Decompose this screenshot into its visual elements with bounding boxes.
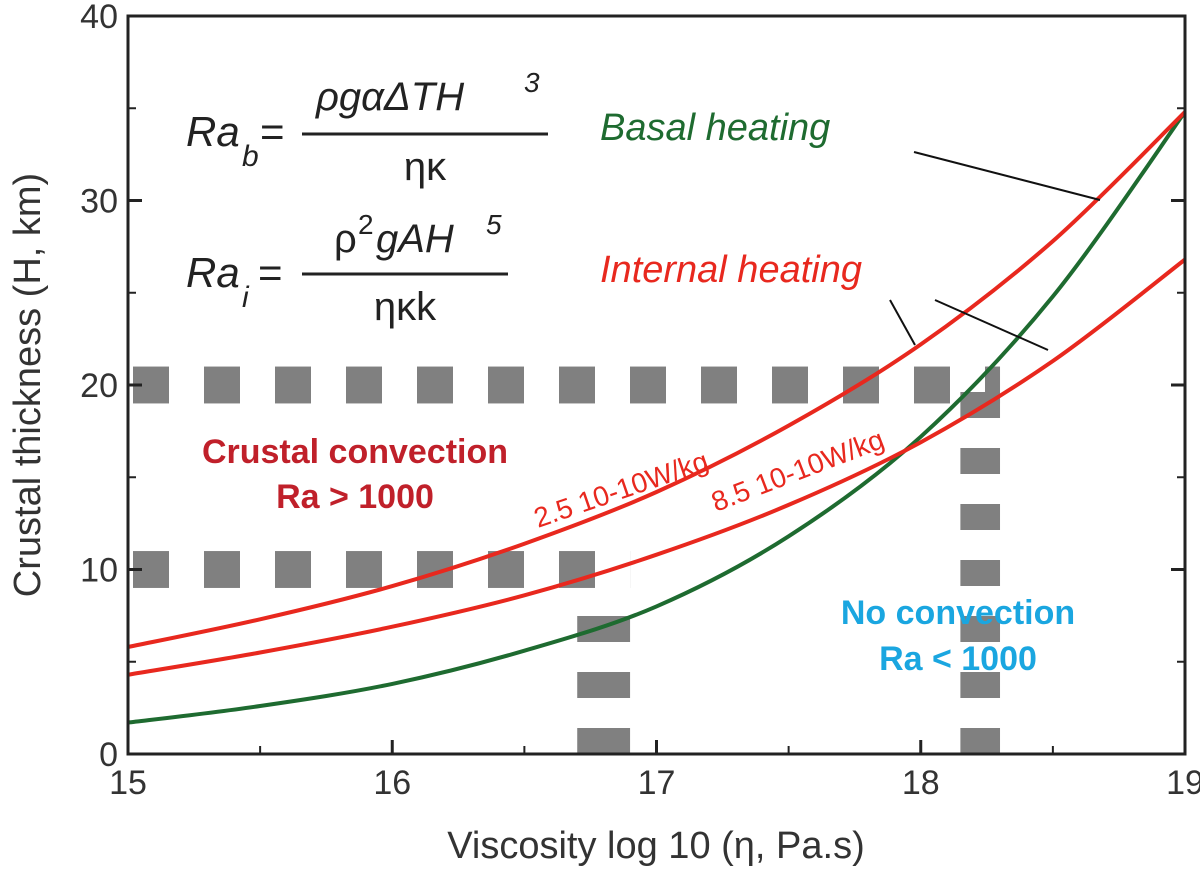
axis-ticks: 15 16 17 18 19 0 10 20 30 40	[80, 0, 1200, 802]
band-h-1-dash	[204, 366, 240, 404]
series-line-1	[127, 110, 1187, 649]
band-h-1-dash	[914, 366, 950, 404]
band-v-3-dash	[960, 728, 1001, 754]
x-tick-label: 18	[902, 764, 940, 802]
convection-region-ra: Ra > 1000	[276, 478, 434, 516]
band-h-0-dash	[204, 551, 240, 588]
eq-rab-denominator: ηκ	[404, 145, 447, 189]
band-v-3-dash	[960, 616, 1001, 642]
band-h-0-dash	[346, 551, 382, 588]
eq-rab-lhs: Ra	[186, 108, 240, 155]
band-h-0-dash	[488, 551, 524, 588]
curves	[127, 110, 1187, 725]
series-line-2	[127, 257, 1187, 677]
eq-rai-exponent: 5	[486, 209, 502, 240]
y-tick-label: 10	[80, 552, 118, 590]
eq-rab-numerator: ρgαΔTH	[315, 75, 464, 119]
internal-leader-line-lower	[934, 299, 1049, 351]
y-tick-label: 0	[99, 736, 118, 774]
band-h-1-dash	[488, 366, 524, 404]
y-axis-title: Crustal thickness (H, km)	[7, 173, 49, 597]
convection-region-title: Crustal convection	[202, 433, 508, 471]
eq-rab-exponent: 3	[524, 67, 540, 98]
y-tick-label: 30	[80, 183, 118, 221]
series-line-0	[127, 110, 1187, 725]
no-convection-region-title: No convection	[841, 594, 1075, 632]
band-h-1-dash	[559, 366, 595, 404]
band-v-2-dash	[577, 728, 631, 754]
internal-heating-label: Internal heating	[600, 249, 862, 291]
band-v-3-dash	[960, 560, 1001, 586]
band-h-1-dash	[630, 366, 666, 404]
band-v-2-dash	[577, 672, 631, 698]
eq-rai-numerator-square: 2	[358, 209, 374, 240]
eq-rai-sub: i	[242, 281, 250, 314]
basal-leader-line	[913, 151, 1101, 201]
equation-ra-b: Ra b = ρgαΔTH 3 ηκ	[186, 67, 548, 189]
eq-rai-denominator: ηκk	[374, 285, 437, 329]
eq-rai-numerator-rho: ρ	[334, 217, 357, 261]
y-tick-label: 20	[80, 367, 118, 405]
no-convection-region-ra: Ra < 1000	[879, 640, 1037, 678]
band-v-3-dash	[960, 672, 1001, 698]
band-h-1-dash	[417, 366, 453, 404]
band-v-3-dash	[960, 504, 1001, 530]
basal-heating-label: Basal heating	[600, 107, 830, 149]
band-v-3-dash	[960, 448, 1001, 474]
eq-rai-lhs: Ra	[186, 249, 240, 296]
internal-leader-line-upper	[889, 299, 916, 346]
eq-rai-numerator-rest: gAH	[376, 217, 454, 261]
x-tick-label: 15	[109, 764, 147, 802]
x-tick-label: 17	[638, 764, 676, 802]
x-axis-title: Viscosity log 10 (η, Pa.s)	[447, 825, 864, 867]
band-h-1-dash	[772, 366, 808, 404]
equation-ra-i: Ra i = ρ 2 gAH 5 ηκk	[186, 209, 508, 329]
threshold-bands	[133, 366, 1001, 754]
y-tick-label: 40	[80, 0, 118, 36]
eq-rab-sub: b	[242, 140, 259, 173]
eq-rai-equals: =	[258, 249, 283, 296]
x-tick-label: 16	[373, 764, 411, 802]
rate-label-2-5: 2.5 10-10W/kg	[530, 445, 712, 534]
band-h-1-dash	[346, 366, 382, 404]
band-h-1-dash	[701, 366, 737, 404]
x-tick-label: 19	[1166, 764, 1200, 802]
eq-rab-equals: =	[260, 108, 285, 155]
band-h-0-dash	[275, 551, 311, 588]
band-h-1-dash	[275, 366, 311, 404]
